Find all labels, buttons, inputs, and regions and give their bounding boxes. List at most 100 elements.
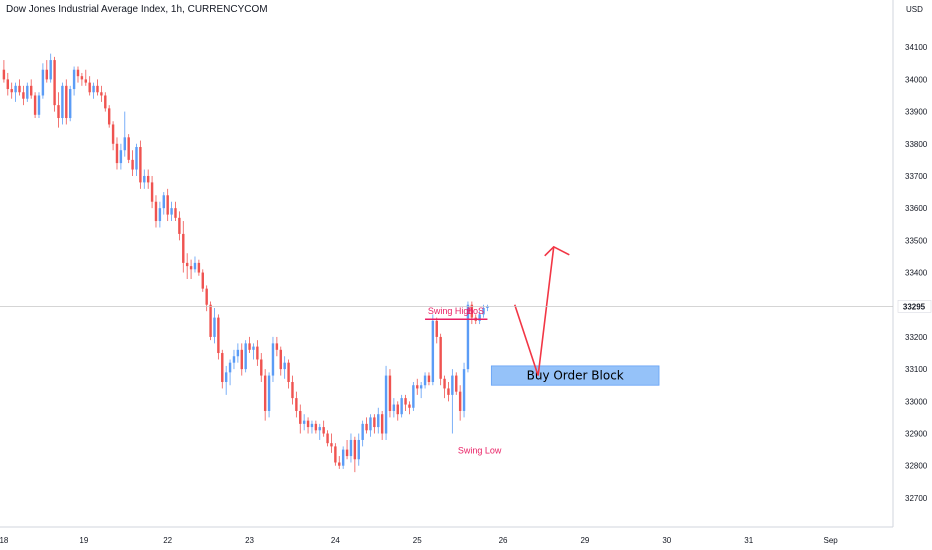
- candle-body: [162, 195, 165, 209]
- candle-body: [349, 439, 353, 457]
- candle-body: [68, 89, 72, 119]
- y-tick-label: 33600: [905, 204, 928, 213]
- projection-arrow-head: [544, 245, 570, 257]
- candle-body: [466, 304, 470, 370]
- candle-body: [295, 398, 298, 411]
- candle-body: [232, 356, 236, 363]
- candle-body: [256, 346, 259, 360]
- x-tick-label: 23: [245, 536, 254, 545]
- candle-body: [439, 336, 442, 379]
- candle-body: [455, 375, 458, 392]
- candle-body: [72, 69, 76, 90]
- candle-body: [201, 272, 204, 289]
- y-tick-label: 33700: [905, 172, 928, 181]
- candle-body: [185, 262, 189, 267]
- candle-body: [341, 449, 345, 466]
- y-tick-label: 33500: [905, 236, 928, 245]
- candle-body: [271, 343, 275, 376]
- candle-body: [412, 385, 415, 408]
- candle-body: [92, 85, 95, 93]
- candle-body: [217, 317, 220, 354]
- candle-body: [310, 423, 314, 428]
- candle-body: [462, 369, 466, 411]
- candle-body: [380, 414, 384, 434]
- x-tick-label: Sep: [823, 536, 838, 545]
- y-tick-label: 33200: [905, 333, 928, 342]
- candle-body: [209, 304, 212, 337]
- candle-body: [322, 427, 325, 434]
- candle-body: [107, 108, 111, 125]
- y-tick-label: 34100: [905, 43, 928, 52]
- candle-body: [111, 124, 115, 144]
- candle-body: [365, 423, 368, 431]
- candle-body: [373, 417, 376, 428]
- candle-body: [263, 375, 267, 411]
- swing-high-label: Swing High: [428, 306, 474, 316]
- candle-body: [189, 266, 193, 270]
- candle-body: [244, 343, 247, 370]
- candle-body: [275, 343, 279, 350]
- candle-body: [139, 146, 142, 183]
- candle-body: [178, 217, 181, 234]
- candle-body: [392, 404, 396, 411]
- candle-body: [131, 159, 134, 170]
- candle-body: [388, 375, 392, 411]
- candle-body: [318, 427, 321, 431]
- candle-body: [330, 443, 333, 447]
- candle-body: [6, 79, 10, 90]
- candle-body: [291, 382, 294, 399]
- x-tick-label: 18: [0, 536, 9, 545]
- candle-body: [302, 420, 306, 424]
- candle-body: [213, 317, 216, 337]
- candle-body: [96, 85, 99, 93]
- candle-body: [158, 208, 162, 222]
- candle-body: [353, 439, 357, 460]
- x-tick-label: 29: [580, 536, 589, 545]
- candle-body: [37, 95, 41, 115]
- candle-body: [400, 398, 403, 415]
- x-tick-label: 25: [413, 536, 422, 545]
- candle-body: [18, 85, 21, 93]
- y-tick-label: 32700: [905, 494, 928, 503]
- candle-body: [224, 372, 228, 383]
- candle-body: [404, 398, 407, 405]
- candle-body: [14, 85, 17, 93]
- candle-body: [252, 346, 255, 350]
- candle-body: [470, 304, 474, 318]
- candle-body: [45, 69, 49, 80]
- candle-body: [100, 92, 103, 96]
- projection-path: [513, 246, 555, 376]
- candle-body: [135, 146, 138, 170]
- candle-body: [127, 137, 130, 160]
- y-tick-label: 33800: [905, 140, 928, 149]
- candle-body: [334, 446, 337, 463]
- candle-body: [267, 375, 271, 411]
- candle-body: [338, 462, 341, 466]
- candle-body: [80, 76, 84, 80]
- x-tick-label: 26: [499, 536, 508, 545]
- candle-body: [146, 175, 150, 183]
- candle-body: [447, 388, 450, 395]
- candle-body: [240, 349, 243, 370]
- y-tick-label: 32800: [905, 462, 928, 471]
- candle-body: [435, 320, 438, 337]
- candle-body: [29, 85, 33, 96]
- y-tick-label: 32900: [905, 430, 928, 439]
- candle-body: [228, 362, 232, 373]
- candle-body: [22, 92, 25, 99]
- candle-body: [33, 95, 37, 115]
- y-tick-label: 34000: [905, 75, 928, 84]
- swing-low-label: Swing Low: [458, 446, 502, 456]
- candle-body: [49, 60, 52, 80]
- y-tick-label: 33400: [905, 269, 928, 278]
- bos-label: BoS: [467, 306, 484, 316]
- buy-order-block-box: [490, 365, 660, 386]
- candle-body: [482, 307, 485, 315]
- x-tick-label: 22: [163, 536, 172, 545]
- candles-layer: [2, 53, 489, 473]
- candle-body: [443, 378, 446, 389]
- candle-body: [396, 404, 399, 415]
- candle-body: [115, 143, 119, 164]
